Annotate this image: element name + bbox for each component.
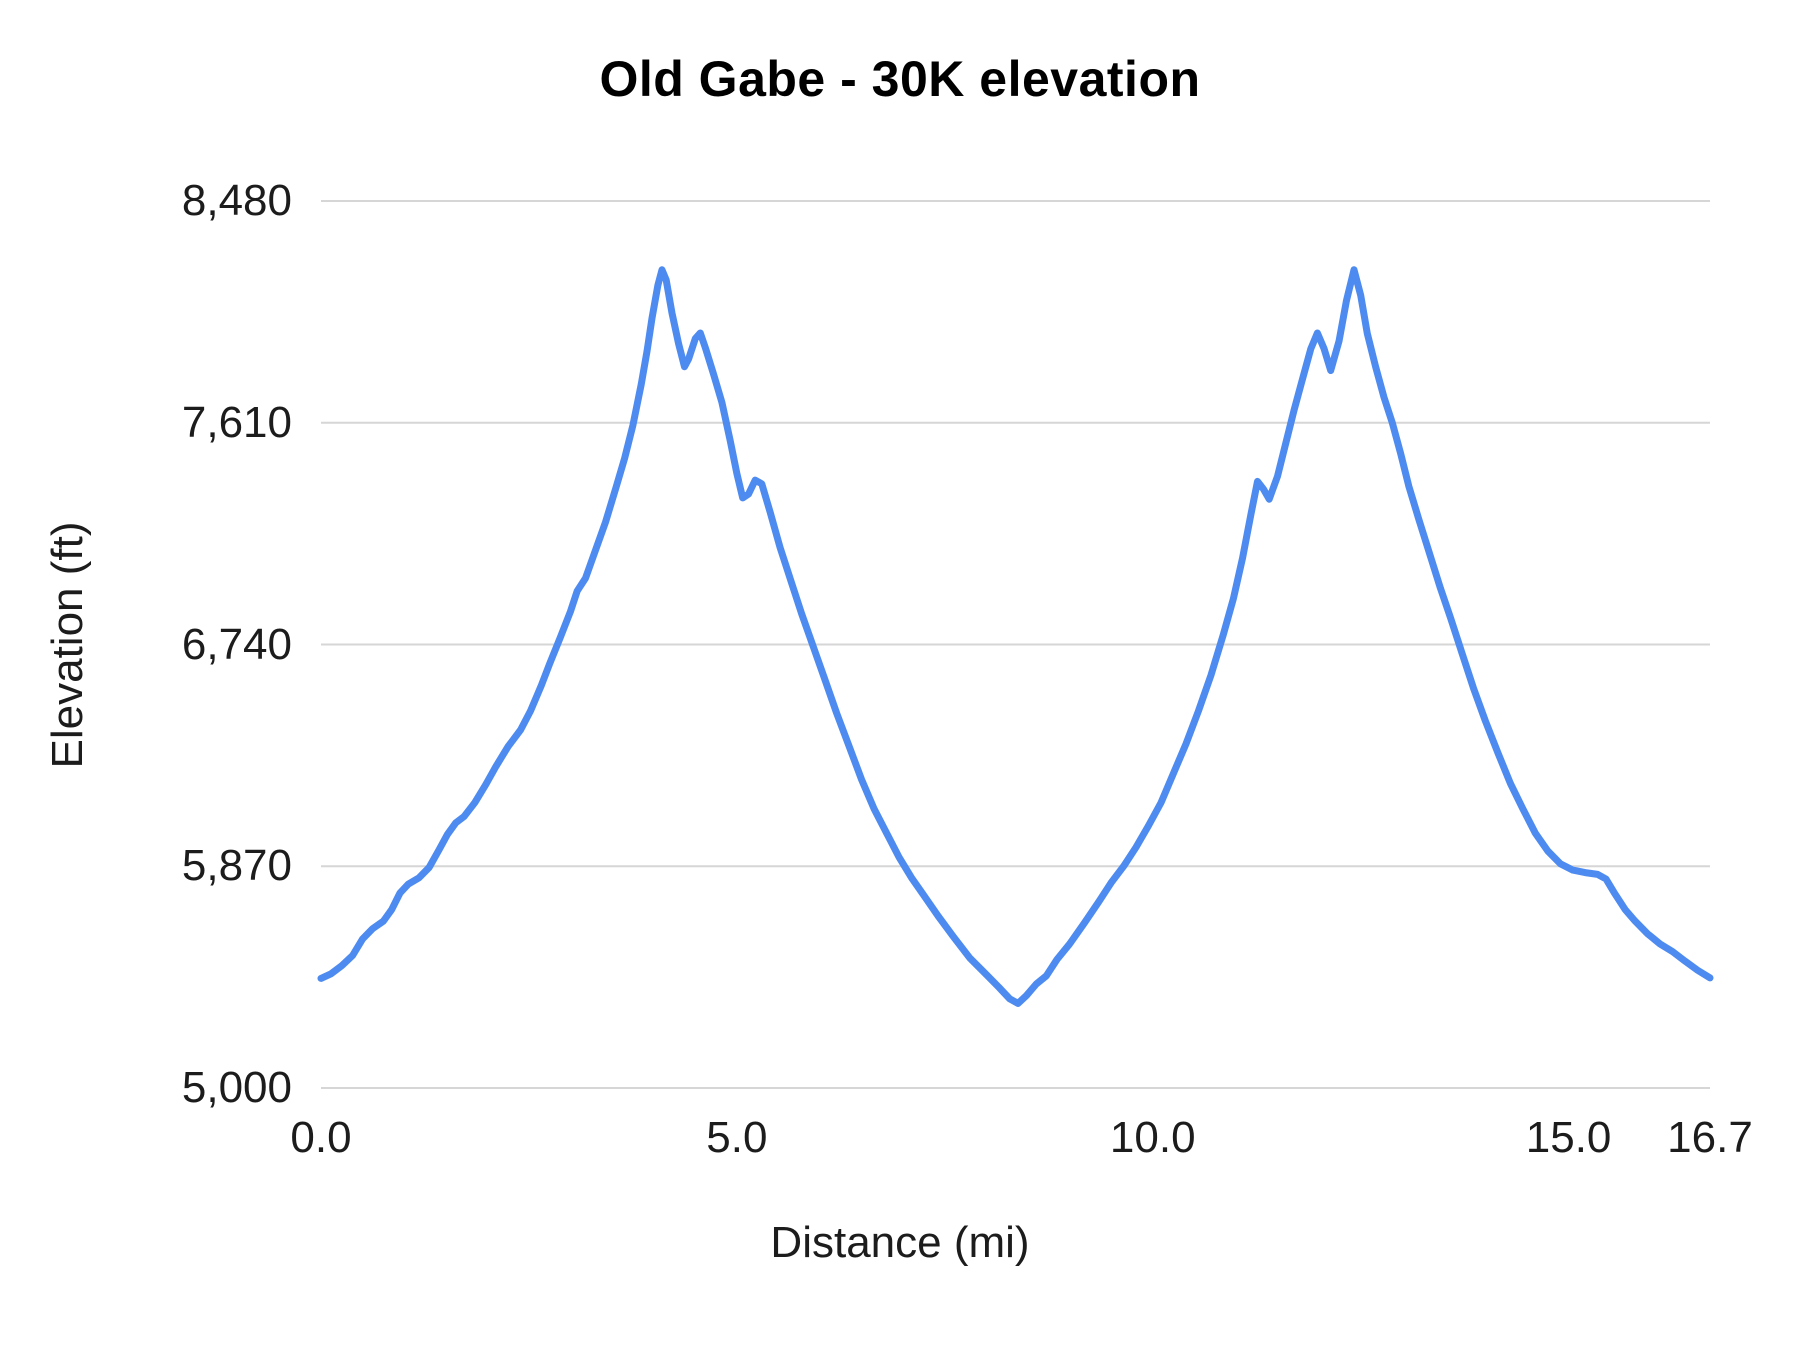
chart-title: Old Gabe - 30K elevation [599,51,1201,107]
x-tick-label: 0.0 [290,1113,352,1162]
y-tick-label: 8,480 [181,176,292,225]
y-tick-label: 6,740 [181,619,292,669]
y-tick-label: 5,000 [181,1063,292,1112]
y-tick-label: 7,610 [181,397,292,447]
y-tick-label: 5,870 [181,841,292,891]
x-tick-label: 10.0 [1109,1113,1196,1162]
elevation-line [317,266,1714,1007]
x-tick-label: 5.0 [706,1113,768,1162]
x-tick-label: 15.0 [1525,1113,1612,1162]
x-axis-title: Distance (mi) [770,1218,1030,1267]
y-axis-title: Elevation (ft) [43,521,92,769]
x-tick-label: 16.7 [1667,1113,1753,1162]
